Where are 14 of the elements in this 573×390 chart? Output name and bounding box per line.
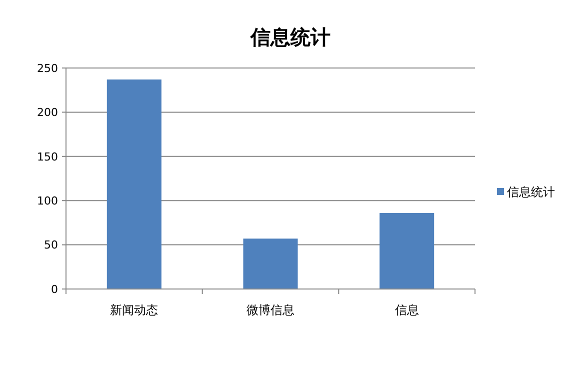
x-tick-label: 信息 — [394, 303, 419, 317]
bar — [106, 79, 162, 289]
y-tick-label: 200 — [37, 106, 58, 120]
y-tick-label: 0 — [51, 282, 58, 296]
y-tick-label: 100 — [37, 194, 58, 208]
legend-label: 信息统计 — [507, 185, 555, 200]
bar — [243, 238, 298, 289]
x-tick-label: 微博信息 — [246, 303, 294, 317]
chart-title: 信息统计 — [250, 25, 330, 49]
y-tick-label: 150 — [37, 150, 58, 164]
x-tick-label: 新闻动态 — [110, 303, 158, 317]
y-tick-label: 250 — [37, 62, 58, 75]
bar — [380, 212, 434, 289]
y-tick-label: 50 — [44, 238, 58, 252]
